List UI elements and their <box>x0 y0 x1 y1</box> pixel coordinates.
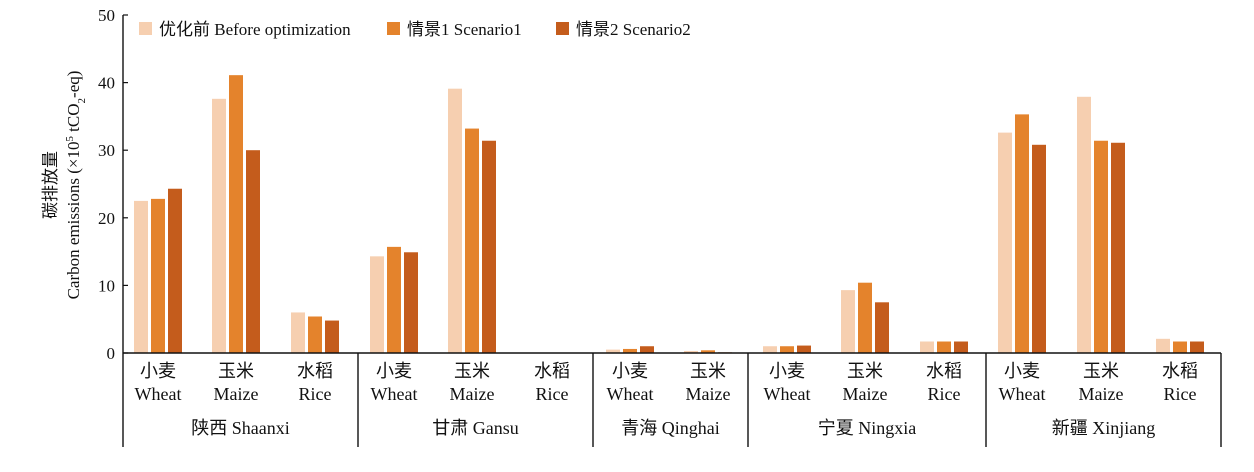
crop-label-cn: 小麦 <box>1004 361 1040 381</box>
bar-0-1-2 <box>246 150 260 353</box>
y-tick-label: 20 <box>98 209 115 228</box>
crop-label-en: Wheat <box>764 384 811 404</box>
crop-label-cn: 玉米 <box>454 361 490 381</box>
crop-label-cn: 玉米 <box>218 361 254 381</box>
y-tick-label: 10 <box>98 276 115 295</box>
bar-3-2-1 <box>937 341 951 353</box>
bar-0-1-0 <box>212 98 226 353</box>
crop-label-cn: 玉米 <box>690 361 726 381</box>
bar-3-1-1 <box>858 282 872 353</box>
bar-2-0-2 <box>640 346 654 353</box>
crop-label-cn: 水稻 <box>534 361 570 381</box>
y-tick-label: 30 <box>98 141 115 160</box>
y-tick-label: 0 <box>107 344 116 363</box>
bar-4-1-0 <box>1077 96 1091 354</box>
crop-label-cn: 小麦 <box>769 361 805 381</box>
bar-4-2-1 <box>1173 341 1187 353</box>
legend-label: 优化前 Before optimization <box>159 20 351 39</box>
crop-label-en: Rice <box>928 384 961 404</box>
province-label: 陕西 Shaanxi <box>191 418 290 438</box>
crop-label-cn: 玉米 <box>847 361 883 381</box>
crop-label-en: Maize <box>1079 384 1124 404</box>
crop-label-cn: 水稻 <box>297 361 333 381</box>
crop-label-cn: 玉米 <box>1083 361 1119 381</box>
crop-label-en: Rice <box>536 384 569 404</box>
crop-label-en: Maize <box>214 384 259 404</box>
crop-label-en: Wheat <box>607 384 654 404</box>
bar-4-0-0 <box>998 132 1012 353</box>
crop-label-cn: 小麦 <box>612 361 648 381</box>
crop-label-en: Maize <box>686 384 731 404</box>
crop-label-en: Maize <box>843 384 888 404</box>
legend-swatch <box>556 22 569 35</box>
crop-label-en: Rice <box>1164 384 1197 404</box>
bar-3-2-0 <box>920 341 934 353</box>
bar-3-1-2 <box>875 302 889 353</box>
bar-1-1-2 <box>482 140 496 353</box>
bar-3-0-2 <box>797 345 811 353</box>
y-axis-label-en: Carbon emissions (×105 tCO2-eq) <box>64 71 88 300</box>
y-tick-label: 50 <box>98 6 115 25</box>
bar-1-0-0 <box>370 256 384 353</box>
province-label: 宁夏 Ningxia <box>818 418 917 438</box>
crop-label-en: Wheat <box>371 384 418 404</box>
crop-label-cn: 小麦 <box>140 361 176 381</box>
bar-4-0-1 <box>1015 114 1029 353</box>
bar-0-0-2 <box>168 188 182 353</box>
legend-swatch <box>139 22 152 35</box>
crop-label-cn: 水稻 <box>1162 361 1198 381</box>
bar-0-2-2 <box>325 320 339 353</box>
province-label: 甘肃 Gansu <box>432 418 519 438</box>
crop-label-en: Wheat <box>135 384 182 404</box>
bar-2-0-1 <box>623 348 637 353</box>
legend-label: 情景1 Scenario1 <box>407 20 522 39</box>
bar-2-0-0 <box>606 349 620 353</box>
bar-4-0-2 <box>1032 144 1046 353</box>
bar-0-0-0 <box>134 200 148 353</box>
crop-label-en: Maize <box>450 384 495 404</box>
bar-3-0-1 <box>780 346 794 353</box>
bar-4-2-2 <box>1190 341 1204 353</box>
legend-label: 情景2 Scenario2 <box>576 20 691 39</box>
bar-4-1-2 <box>1111 142 1125 353</box>
bar-0-1-1 <box>229 75 243 353</box>
bar-0-2-0 <box>291 312 305 353</box>
bar-1-0-2 <box>404 252 418 353</box>
crop-label-en: Wheat <box>999 384 1046 404</box>
y-axis-label-cn: 碳排放量 <box>41 151 60 219</box>
crop-label-cn: 水稻 <box>926 361 962 381</box>
bar-2-1-0 <box>684 350 698 353</box>
province-label: 新疆 Xinjiang <box>1052 418 1156 438</box>
bar-3-2-2 <box>954 341 968 353</box>
bar-3-1-0 <box>841 290 855 353</box>
y-tick-label: 40 <box>98 74 115 93</box>
bar-4-1-1 <box>1094 140 1108 353</box>
crop-label-en: Rice <box>299 384 332 404</box>
bar-1-0-1 <box>387 246 401 353</box>
bar-0-0-1 <box>151 198 165 353</box>
legend-swatch <box>387 22 400 35</box>
province-label: 青海 Qinghai <box>621 418 720 438</box>
bar-1-1-0 <box>448 88 462 354</box>
bar-2-1-1 <box>701 350 715 353</box>
y-axis-title: 碳排放量 Carbon emissions (×105 tCO2-eq) <box>41 71 88 300</box>
bar-0-2-1 <box>308 316 322 353</box>
crop-label-cn: 小麦 <box>376 361 412 381</box>
bar-4-2-0 <box>1156 338 1170 353</box>
bar-3-0-0 <box>763 346 777 353</box>
bar-1-1-1 <box>465 128 479 353</box>
